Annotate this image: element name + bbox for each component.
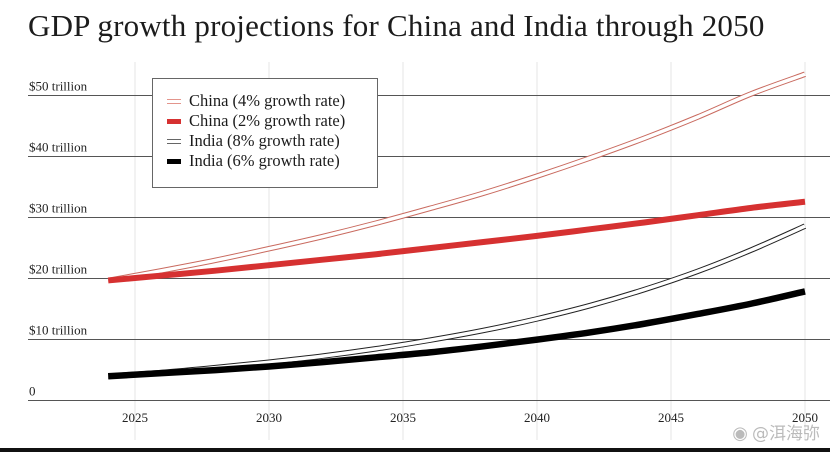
watermark-text: @洱海弥 <box>752 424 820 444</box>
legend-swatch-double-line-icon <box>167 98 181 104</box>
series-line-china-2-growth-rate <box>107 198 806 284</box>
series-line-china-4-growth-rate-inner <box>107 72 806 283</box>
x-tick-label: 2030 <box>256 410 282 425</box>
weibo-icon: ◉ <box>732 423 748 444</box>
x-tick-label: 2045 <box>658 410 684 425</box>
chart-title: GDP growth projections for China and Ind… <box>28 8 765 43</box>
legend-item-india-8: India (8% growth rate) <box>167 131 377 151</box>
series-line-india-6-growth-rate <box>108 288 806 380</box>
x-tick-label: 2040 <box>524 410 550 425</box>
legend-label: China (2% growth rate) <box>189 111 346 130</box>
x-tick-label: 2035 <box>390 410 416 425</box>
y-tick-label: 0 <box>29 384 36 399</box>
y-axis-labels: 0 $10 trillion $20 trillion $30 trillion $40… <box>29 79 88 399</box>
legend: China (4% growth rate) China (2% growth … <box>152 78 378 188</box>
bottom-border <box>0 448 830 452</box>
y-tick-label: $10 trillion <box>29 323 88 338</box>
x-tick-label: 2025 <box>122 410 148 425</box>
y-tick-label: $40 trillion <box>29 140 88 155</box>
series-line-india-8-growth-rate <box>108 223 807 379</box>
legend-label: India (8% growth rate) <box>189 131 340 150</box>
legend-label: India (6% growth rate) <box>189 151 340 170</box>
y-tick-label: $30 trillion <box>29 201 88 216</box>
legend-swatch-double-line-icon <box>167 138 181 144</box>
series-lines <box>107 71 807 380</box>
legend-label: China (4% growth rate) <box>189 91 346 110</box>
y-tick-label: $20 trillion <box>29 262 88 277</box>
x-tick-label: 2050 <box>792 410 818 425</box>
legend-item-china-2: China (2% growth rate) <box>167 111 377 131</box>
legend-swatch-thick-line-icon <box>167 118 181 124</box>
series-line-india-8-growth-rate-inner <box>108 224 806 378</box>
legend-swatch-thick-line-icon <box>167 158 181 164</box>
legend-item-china-4: China (4% growth rate) <box>167 91 377 111</box>
watermark: ◉ @洱海弥 <box>732 419 820 444</box>
x-axis-labels: 2025 2030 2035 2040 2045 2050 <box>122 410 818 425</box>
y-tick-label: $50 trillion <box>29 79 88 94</box>
legend-item-india-6: India (6% growth rate) <box>167 151 377 171</box>
